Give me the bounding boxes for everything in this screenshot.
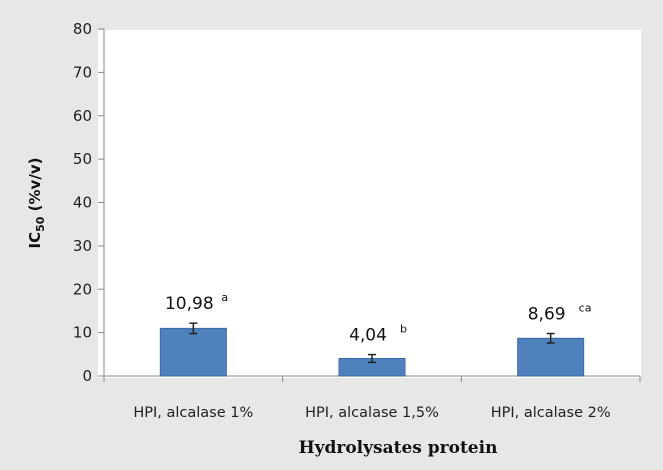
- data-label-superscript: ca: [579, 302, 592, 315]
- y-tick-label: 30: [73, 237, 92, 255]
- bar: [159, 327, 227, 377]
- y-tick-label: 80: [73, 20, 92, 38]
- y-axis-title-main: IC: [26, 232, 44, 249]
- y-axis-title: IC50 (%v/v): [26, 158, 47, 249]
- y-tick-label: 20: [73, 280, 92, 298]
- category-label: HPI, alcalase 1%: [133, 405, 253, 421]
- data-label-superscript: b: [400, 323, 407, 336]
- y-axis-title-unit: (%v/v): [26, 158, 44, 217]
- y-axis-title-subscript: 50: [34, 216, 47, 232]
- y-tick-label: 50: [73, 150, 92, 168]
- data-label-superscript: a: [221, 291, 228, 304]
- category-label: HPI, alcalase 1,5%: [305, 405, 439, 421]
- x-axis-title: Hydrolysates protein: [299, 438, 498, 458]
- y-tick-label: 10: [73, 324, 92, 342]
- data-label: 4,04: [349, 326, 387, 346]
- y-tick-label: 40: [73, 194, 92, 212]
- data-label: 8,69: [528, 305, 566, 325]
- y-tick-label: 70: [73, 63, 92, 81]
- data-label: 10,98: [165, 294, 214, 314]
- bar: [517, 337, 585, 377]
- plot-area: [98, 30, 641, 378]
- y-tick-label: 0: [82, 367, 92, 385]
- y-tick-label: 60: [73, 107, 92, 125]
- category-label: HPI, alcalase 2%: [491, 405, 611, 421]
